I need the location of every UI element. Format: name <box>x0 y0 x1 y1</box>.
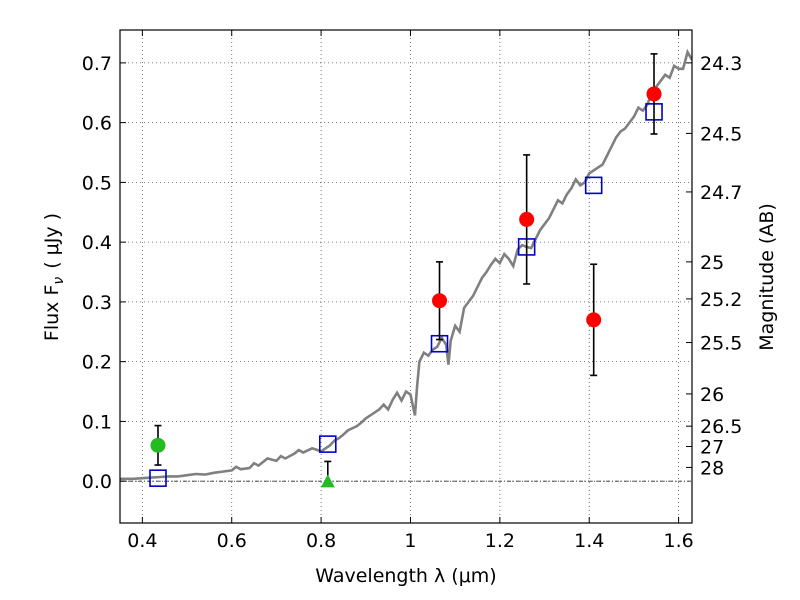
x-tick-label: 0.4 <box>127 530 157 552</box>
plot-area <box>120 48 692 488</box>
right-tick-label: 28 <box>700 457 724 479</box>
x-axis-label: Wavelength λ (μm) <box>315 565 496 587</box>
svg-text:Flux Fν( μJy ): Flux Fν ( μJy ) <box>41 213 67 341</box>
y-tick-label: 0.2 <box>82 352 112 374</box>
model-photometry-square <box>149 469 167 487</box>
right-tick-label: 25.2 <box>700 289 742 311</box>
right-tick-label: 26.5 <box>700 416 742 438</box>
y-tick-label: 0.1 <box>82 411 112 433</box>
model-photometry-square <box>318 435 337 453</box>
y-axis-left-label-unit: ( μJy ) <box>41 213 63 269</box>
nondetection-triangle <box>320 474 335 488</box>
observed-flux-point <box>432 293 448 309</box>
plot-frame <box>119 29 693 524</box>
y-axis-left-label-main: Flux F <box>41 285 63 341</box>
model-spectrum-line <box>120 48 692 481</box>
x-tick-label: 0.8 <box>306 530 336 552</box>
detection-point <box>150 437 166 453</box>
right-tick-label: 26 <box>700 384 724 406</box>
model-photometry-square <box>584 176 603 195</box>
observed-flux-point <box>646 86 662 102</box>
right-tick-label: 24.5 <box>700 123 742 145</box>
y-axis-left-label: Flux Fν ( μJy ) <box>41 213 67 341</box>
grid <box>120 30 692 523</box>
x-tick-label: 0.6 <box>217 530 247 552</box>
y-tick-label: 0.7 <box>82 53 112 75</box>
axis-ticks: 0.4 0.6 0.8 1 1.2 1.4 1.6 0.0 0.1 0.2 0.3 0.4 0.5 0.6… <box>82 30 742 552</box>
x-tick-label: 1.4 <box>574 530 604 552</box>
right-tick-label: 24.3 <box>700 53 742 75</box>
right-tick-label: 25.5 <box>700 333 742 355</box>
right-tick-label: 24.7 <box>700 182 742 204</box>
observed-flux-point <box>519 211 535 227</box>
right-tick-label: 27 <box>700 437 724 459</box>
right-tick-label: 25 <box>700 252 724 274</box>
y-tick-label: 0.0 <box>82 471 112 493</box>
y-tick-label: 0.5 <box>82 172 112 194</box>
y-tick-label: 0.3 <box>82 292 112 314</box>
x-tick-label: 1 <box>404 530 416 552</box>
x-tick-label: 1.6 <box>663 530 693 552</box>
y-tick-label: 0.4 <box>82 232 112 254</box>
observed-flux-point <box>586 312 602 328</box>
y-axis-left-label-sub: ν <box>51 277 67 285</box>
x-tick-label: 1.2 <box>485 530 515 552</box>
y-axis-right-label: Magnitude (AB) <box>756 203 778 351</box>
y-tick-label: 0.6 <box>82 113 112 135</box>
